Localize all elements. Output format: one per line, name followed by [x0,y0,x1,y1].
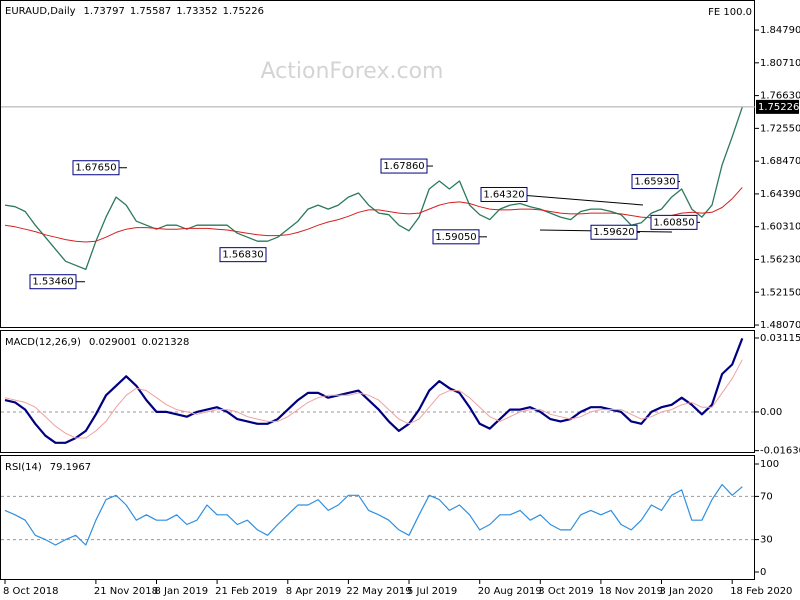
y-tick-label: 1.60310 [760,222,800,233]
x-tick-label: 21 Feb 2019 [215,586,277,597]
price-tag-label: 1.75226 [758,102,799,113]
x-tick-label: 8 Oct 2018 [3,586,58,597]
annotation-box [380,158,428,174]
header-value: 1.73352 [176,6,217,17]
annotation-label: 1.67650 [75,163,116,174]
x-tick-label: 3 Jan 2020 [660,586,714,597]
x-tick-label: 5 Jul 2019 [407,586,457,597]
panel-title: RSI(14) [5,462,42,473]
x-tick-label: 8 Apr 2019 [286,586,341,597]
y-tick-label: 30 [760,535,773,546]
series-line [4,359,743,439]
price-panel [0,0,755,328]
x-tick-label: 3 Oct 2019 [538,586,593,597]
y-tick-label: 0.00 [760,407,782,418]
y-tick-label: -0.016302 [760,446,800,457]
annotation-label: 1.59620 [593,227,634,238]
series-line [4,483,743,546]
price-tag [756,99,799,114]
x-tick-label: 18 Nov 2019 [599,586,663,597]
annotation-label: 1.59050 [435,232,476,243]
y-tick-label: 100 [760,459,779,470]
y-tick-label: 70 [760,491,773,502]
x-tick-label: 20 Aug 2019 [478,586,542,597]
y-tick-label: 1.68470 [760,156,800,167]
header-value: 0.029001 [89,337,137,348]
series-line [4,187,743,243]
y-tick-label: 1.56230 [760,254,800,265]
x-tick-label: 21 Nov 2018 [94,586,158,597]
macd-panel [0,330,755,453]
annotation-label: 1.56830 [222,250,263,261]
watermark: ActionForex.com [261,59,444,84]
y-tick-label: 1.64390 [760,189,800,200]
annotation-label: 1.65930 [634,177,675,188]
panel-title: EURAUD,Daily [5,6,76,17]
annotation-box [432,229,480,245]
x-tick-label: 8 Jan 2019 [155,586,209,597]
y-tick-label: 1.84790 [760,25,800,36]
y-tick-label: 1.76630 [760,91,800,102]
annotation-box [631,174,679,190]
annotation-box [590,224,638,240]
header-value: 1.75587 [130,6,171,17]
x-tick-label: 22 May 2019 [346,586,411,597]
y-tick-label: 0 [760,567,766,578]
series-line [4,338,744,444]
y-tick-label: 1.48070 [760,320,800,331]
header-value: 1.73797 [84,6,125,17]
y-tick-label: 1.72550 [760,123,800,134]
annotation-box [219,247,267,263]
header-value: 79.1967 [50,462,91,473]
y-tick-label: 0.031158 [760,333,800,344]
corner-note: FE 100.0 [708,7,752,18]
header-value: 0.021328 [142,337,190,348]
annotation-box [29,274,77,290]
annotation-label: 1.67860 [383,161,424,172]
header-value: 1.75226 [223,6,264,17]
annotation-box [480,186,528,202]
annotation-box [650,214,698,230]
annotation-label: 1.53460 [32,277,73,288]
y-tick-label: 1.80710 [760,58,800,69]
annotation-label: 1.64320 [483,189,524,200]
y-tick-label: 1.52150 [760,287,800,298]
annotation-label: 1.60850 [653,217,694,228]
x-tick-label: 18 Feb 2020 [730,586,792,597]
rsi-panel [0,455,755,580]
panel-title: MACD(12,26,9) [5,337,81,348]
annotation-box [72,160,120,176]
